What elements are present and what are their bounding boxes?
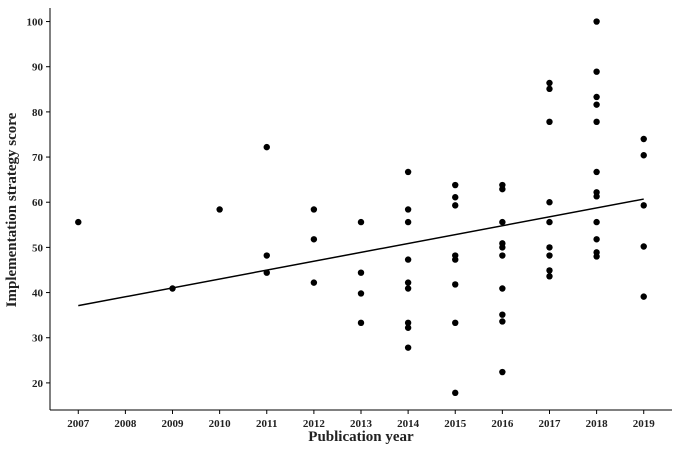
point xyxy=(546,244,553,251)
point xyxy=(404,279,412,286)
y-axis-title: Implementation strategy score xyxy=(4,112,20,307)
point xyxy=(546,199,553,206)
point xyxy=(499,252,506,259)
point xyxy=(452,319,459,327)
point xyxy=(499,185,506,193)
point xyxy=(640,293,647,300)
x-tick-label: 2007 xyxy=(67,418,90,430)
point xyxy=(404,324,412,331)
y-tick-label: 70 xyxy=(32,152,44,164)
point xyxy=(546,79,553,87)
point xyxy=(640,135,647,143)
point xyxy=(452,194,459,201)
y-tick-label: 80 xyxy=(32,107,44,119)
x-tick-label: 2015 xyxy=(444,418,467,430)
point xyxy=(546,267,553,274)
point xyxy=(310,279,318,286)
x-tick-label: 2017 xyxy=(538,418,561,430)
point xyxy=(593,18,600,25)
point xyxy=(593,93,600,101)
x-tick-label: 2013 xyxy=(350,418,373,430)
x-tick-label: 2019 xyxy=(633,418,656,430)
point xyxy=(640,152,647,159)
point xyxy=(499,244,506,251)
point xyxy=(640,202,647,209)
point xyxy=(452,181,459,189)
point xyxy=(357,218,365,226)
point xyxy=(404,285,412,292)
point xyxy=(404,206,412,213)
y-tick-label: 30 xyxy=(32,333,44,345)
point xyxy=(404,256,412,263)
point xyxy=(593,101,600,108)
point xyxy=(499,318,506,325)
point xyxy=(593,118,600,126)
x-tick-label: 2008 xyxy=(114,418,137,430)
point xyxy=(593,253,600,260)
y-tick-label: 50 xyxy=(32,242,44,254)
y-tick-label: 40 xyxy=(32,288,44,300)
point xyxy=(216,206,223,213)
x-tick-label: 2016 xyxy=(491,418,514,430)
point xyxy=(404,168,412,176)
x-tick-label: 2014 xyxy=(397,418,420,430)
y-tick-label: 20 xyxy=(32,378,44,390)
point xyxy=(593,68,600,75)
point xyxy=(593,236,600,243)
point xyxy=(546,85,553,93)
point xyxy=(499,368,506,376)
y-tick-label: 90 xyxy=(32,62,44,74)
point xyxy=(310,206,318,213)
x-tick-label: 2009 xyxy=(162,418,185,430)
point xyxy=(357,319,365,327)
x-tick-label: 2012 xyxy=(303,418,326,430)
point xyxy=(546,252,553,259)
point xyxy=(75,218,82,226)
point xyxy=(593,218,600,226)
x-tick-label: 2010 xyxy=(209,418,232,430)
point xyxy=(452,389,459,397)
point xyxy=(310,236,318,243)
point xyxy=(452,202,459,209)
point xyxy=(546,218,553,226)
point xyxy=(640,243,647,250)
y-tick-label: 100 xyxy=(27,17,44,29)
point xyxy=(546,118,553,126)
point xyxy=(546,273,553,280)
point xyxy=(404,319,412,327)
point xyxy=(404,218,412,226)
point xyxy=(593,168,600,176)
point xyxy=(452,281,459,288)
point xyxy=(357,290,365,297)
x-tick-label: 2018 xyxy=(586,418,609,430)
y-tick-label: 60 xyxy=(32,197,44,209)
point xyxy=(452,256,459,263)
point xyxy=(499,311,506,318)
point xyxy=(404,344,412,351)
x-tick-label: 2011 xyxy=(256,418,277,430)
point xyxy=(499,218,506,226)
point xyxy=(263,252,270,259)
point xyxy=(499,285,506,292)
point xyxy=(357,269,365,276)
point xyxy=(593,193,600,200)
point xyxy=(263,143,270,151)
trend-line xyxy=(78,198,644,307)
x-axis-title: Publication year xyxy=(308,429,414,445)
